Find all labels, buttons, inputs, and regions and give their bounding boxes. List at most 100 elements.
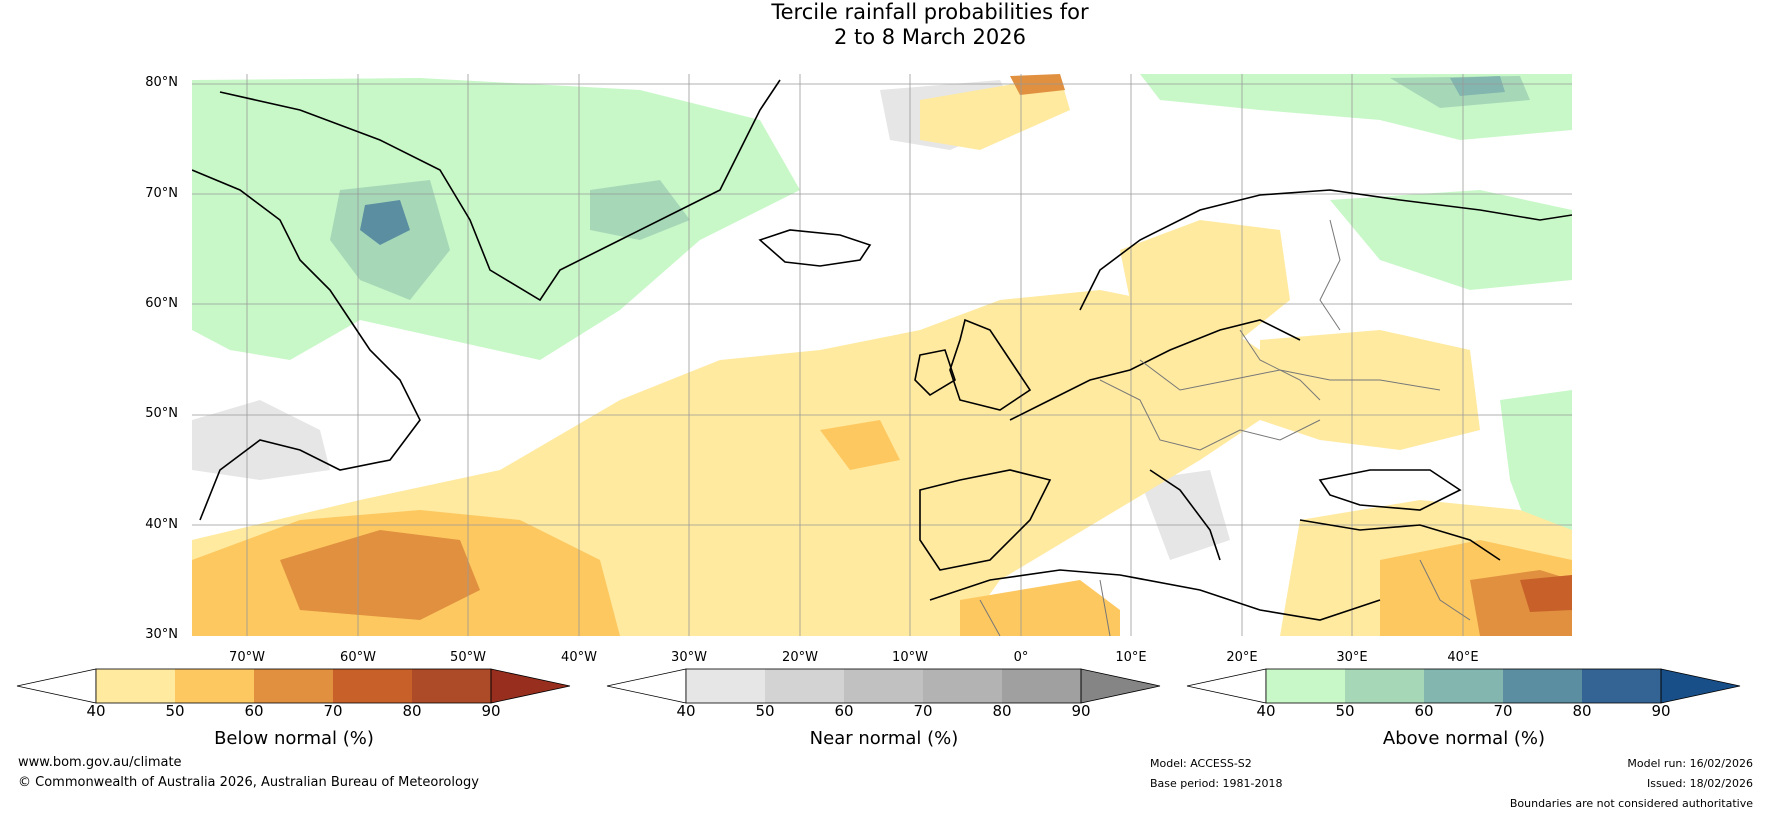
cbar-near-tick: 80 [992, 702, 1012, 720]
lat-label-80n: 80°N [145, 75, 178, 90]
cbar-below-swatch-2 [175, 669, 254, 703]
cbar-below-ext-low [16, 668, 97, 704]
cbar-near-tick: 40 [676, 702, 696, 720]
cbar-above-tick: 60 [1414, 702, 1434, 720]
cbar-below-tick: 40 [86, 702, 106, 720]
lat-label-50n: 50°N [145, 406, 178, 421]
coastlines [192, 79, 1572, 621]
cbar-near-swatch-3 [844, 669, 923, 703]
below-normal-80-middle-east [1520, 575, 1572, 612]
footer-website: www.bom.gov.au/climate [18, 755, 182, 770]
coast-british-isles [949, 318, 1032, 411]
cbar-above-swatch-2 [1345, 669, 1424, 703]
cbar-near-tick: 60 [834, 702, 854, 720]
map-title: Tercile rainfall probabilities for 2 to … [0, 0, 1770, 50]
coast-iberia [919, 469, 1052, 571]
coast-iceland [758, 229, 872, 267]
lon-label-30e: 30°E [1336, 650, 1368, 665]
cbar-below-tick: 60 [244, 702, 264, 720]
cbar-above-tick: 70 [1493, 702, 1513, 720]
cbar-below-tick: 70 [323, 702, 343, 720]
coast-italy [1149, 469, 1221, 561]
below-normal-70-arctic [1010, 74, 1065, 95]
cbar-below-tick: 50 [165, 702, 185, 720]
lon-label-40e: 40°E [1447, 650, 1479, 665]
lat-label-30n: 30°N [145, 627, 178, 642]
cbar-above-swatch-4 [1503, 669, 1582, 703]
cbar-below-swatch-3 [254, 669, 333, 703]
coast-turkey [1299, 519, 1501, 561]
near-normal-region-italy [1140, 470, 1230, 560]
colorbar-below-normal [16, 668, 571, 704]
lat-label-70n: 70°N [145, 186, 178, 201]
cbar-below-tick: 80 [402, 702, 422, 720]
lon-label-40w: 40°W [561, 650, 597, 665]
cbar-near-tick: 90 [1071, 702, 1091, 720]
cbar-above-swatch-1 [1266, 669, 1345, 703]
above-normal-70 [360, 200, 410, 245]
below-normal-region-scandinavia [1120, 220, 1290, 340]
footer-model: Model: ACCESS-S2 [1150, 757, 1252, 770]
footer-model-run: Model run: 16/02/2026 [1627, 757, 1753, 770]
cbar-near-swatch-2 [765, 669, 844, 703]
country-borders [979, 219, 1471, 636]
cbar-near-tick: 50 [755, 702, 775, 720]
cbar-near-swatch-4 [923, 669, 1002, 703]
cbar-above-ext-high [1660, 668, 1741, 704]
above-normal-region-east [1500, 390, 1572, 560]
lon-label-20w: 20°W [782, 650, 818, 665]
lat-label-60n: 60°N [145, 296, 178, 311]
lon-label-10e: 10°E [1115, 650, 1147, 665]
lon-label-10w: 10°W [892, 650, 928, 665]
lon-label-20e: 20°E [1226, 650, 1258, 665]
footer-disclaimer: Boundaries are not considered authoritat… [1509, 797, 1753, 810]
cbar-near-swatch-5 [1002, 669, 1081, 703]
colorbar-below-label: Below normal (%) [214, 728, 374, 749]
cbar-above-ext-low [1186, 668, 1267, 704]
footer-copyright: © Commonwealth of Australia 2026, Austra… [18, 775, 479, 790]
cbar-below-tick: 90 [481, 702, 501, 720]
above-normal-60-north-atlantic [590, 180, 690, 240]
cbar-above-tick: 40 [1256, 702, 1276, 720]
footer-issued: Issued: 18/02/2026 [1646, 777, 1753, 790]
coast-greenland [219, 79, 781, 302]
lon-label-0: 0° [1013, 650, 1029, 665]
cbar-below-swatch-4 [333, 669, 412, 703]
graticule [192, 74, 1572, 636]
colorbar-near-normal [606, 668, 1161, 704]
below-normal-60-biscay [820, 420, 900, 470]
above-normal-70-arctic [1450, 76, 1505, 96]
coast-europe-mainland [1009, 319, 1301, 421]
lat-label-40n: 40°N [145, 517, 178, 532]
lon-label-70w: 70°W [229, 650, 265, 665]
coast-mediterranean-south [929, 569, 1381, 621]
cbar-below-ext-high [490, 668, 571, 704]
coast-canada [192, 169, 421, 521]
above-normal-region-greenland [192, 78, 800, 360]
below-normal-60-africa [960, 580, 1120, 636]
lon-label-60w: 60°W [340, 650, 376, 665]
coast-black-sea [1318, 469, 1462, 511]
cbar-above-tick: 50 [1335, 702, 1355, 720]
cbar-below-swatch-1 [96, 669, 175, 703]
cbar-near-tick: 70 [913, 702, 933, 720]
colorbar-above-normal [1186, 668, 1741, 704]
colorbar-above-label: Above normal (%) [1382, 728, 1546, 749]
title-line-1: Tercile rainfall probabilities for [771, 0, 1089, 24]
below-normal-region-arctic [920, 76, 1070, 150]
cbar-above-swatch-3 [1424, 669, 1503, 703]
below-normal-70-atlantic [280, 530, 480, 620]
cbar-above-tick: 80 [1572, 702, 1592, 720]
title-line-2: 2 to 8 March 2026 [834, 25, 1026, 49]
footer-base-period: Base period: 1981-2018 [1150, 777, 1283, 790]
lon-label-50w: 50°W [450, 650, 486, 665]
cbar-above-swatch-5 [1582, 669, 1661, 703]
cbar-near-swatch-1 [686, 669, 765, 703]
map-fields [192, 74, 1572, 636]
lon-label-30w: 30°W [671, 650, 707, 665]
below-normal-region-eastern-europe [1260, 330, 1480, 450]
cbar-above-tick: 90 [1651, 702, 1671, 720]
colorbar-near-label: Near normal (%) [809, 728, 959, 749]
cbar-below-swatch-5 [412, 669, 491, 703]
